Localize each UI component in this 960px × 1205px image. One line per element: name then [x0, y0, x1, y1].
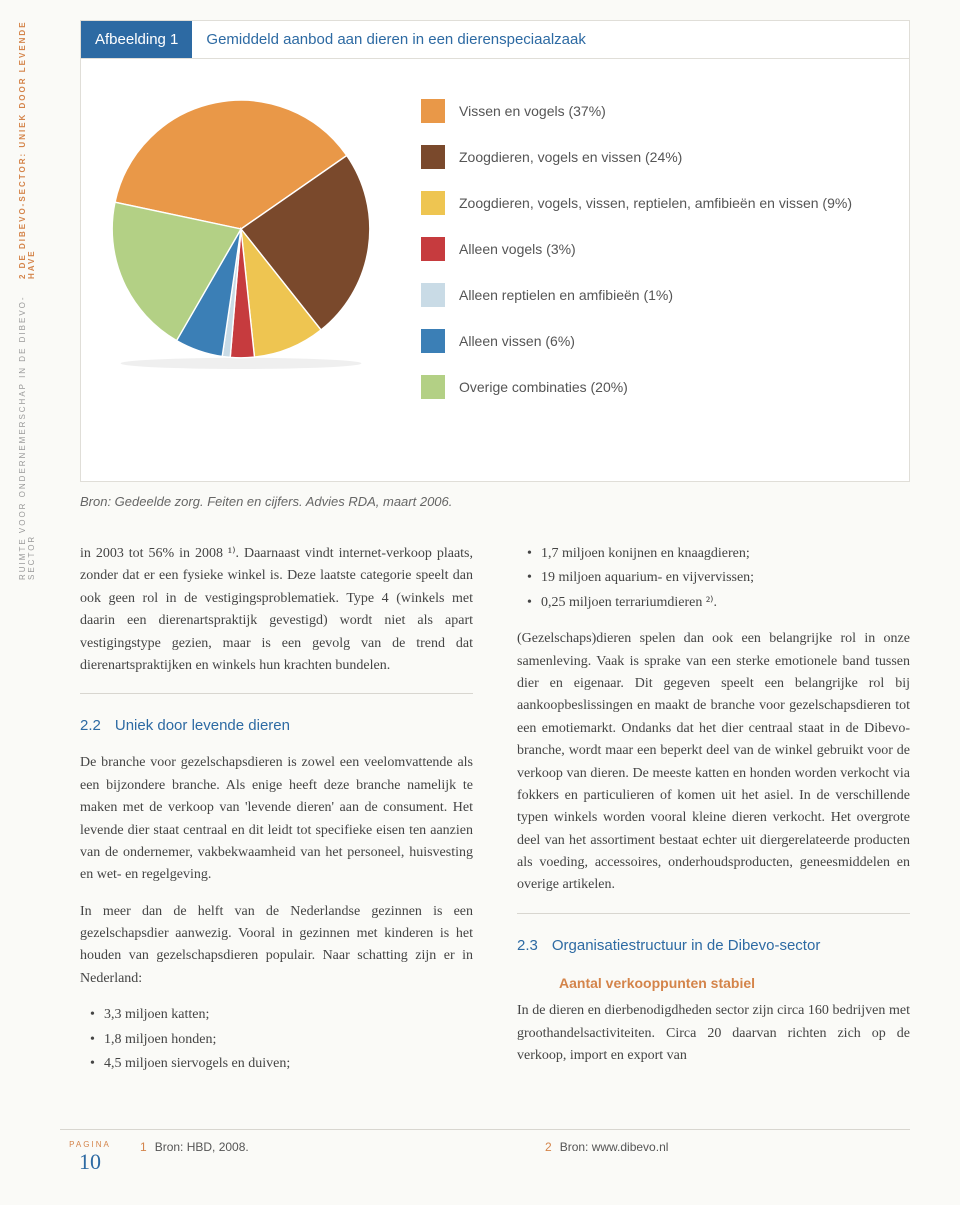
- paragraph: In de dieren en dierbenodigdheden sector…: [517, 1000, 910, 1067]
- legend-swatch: [421, 283, 445, 307]
- legend-label: Alleen vogels (3%): [459, 241, 576, 257]
- legend-swatch: [421, 237, 445, 261]
- list-item: 0,25 miljoen terrariumdieren ²⁾.: [541, 592, 910, 614]
- left-column: in 2003 tot 56% in 2008 ¹⁾. Daarnaast vi…: [80, 543, 473, 1089]
- legend-label: Zoogdieren, vogels, vissen, reptielen, a…: [459, 195, 852, 211]
- legend-swatch: [421, 329, 445, 353]
- list-item: 19 miljoen aquarium- en vijvervissen;: [541, 567, 910, 589]
- footnote-2: 2Bron: www.dibevo.nl: [545, 1140, 910, 1175]
- legend-item: Zoogdieren, vogels en vissen (24%): [421, 145, 889, 169]
- paragraph: In meer dan de helft van de Nederlandse …: [80, 901, 473, 991]
- page-number-block: PAGINA 10: [60, 1140, 120, 1175]
- legend-label: Alleen reptielen en amfibieën (1%): [459, 287, 673, 303]
- legend-label: Vissen en vogels (37%): [459, 103, 606, 119]
- section-heading-2-2: 2.2Uniek door levende dieren: [80, 714, 473, 738]
- list-item: 3,3 miljoen katten;: [104, 1004, 473, 1026]
- figure-header: Afbeelding 1 Gemiddeld aanbod aan dieren…: [81, 21, 909, 59]
- pie-chart: [101, 89, 381, 369]
- legend-item: Zoogdieren, vogels, vissen, reptielen, a…: [421, 191, 889, 215]
- legend-label: Zoogdieren, vogels en vissen (24%): [459, 149, 682, 165]
- figure-title: Gemiddeld aanbod aan dieren in een diere…: [192, 21, 599, 58]
- legend-item: Alleen reptielen en amfibieën (1%): [421, 283, 889, 307]
- page-footer: PAGINA 10 1Bron: HBD, 2008. 2Bron: www.d…: [60, 1129, 910, 1175]
- legend-swatch: [421, 145, 445, 169]
- legend-item: Overige combinaties (20%): [421, 375, 889, 399]
- paragraph: (Gezelschaps)dieren spelen dan ook een b…: [517, 628, 910, 897]
- subheading: Aantal verkooppunten stabiel: [559, 972, 910, 994]
- footnotes: 1Bron: HBD, 2008. 2Bron: www.dibevo.nl: [120, 1140, 910, 1175]
- footnote-1: 1Bron: HBD, 2008.: [140, 1140, 505, 1175]
- figure-source: Bron: Gedeelde zorg. Feiten en cijfers. …: [80, 494, 910, 509]
- legend-label: Alleen vissen (6%): [459, 333, 575, 349]
- legend-swatch: [421, 191, 445, 215]
- divider: [80, 693, 473, 694]
- list-item: 1,7 miljoen konijnen en knaagdieren;: [541, 543, 910, 565]
- legend-item: Alleen vogels (3%): [421, 237, 889, 261]
- sidebar-vertical-text: RUIMTE VOOR ONDERNEMERSCHAP IN DE DIBEVO…: [12, 20, 42, 580]
- stats-list-right: 1,7 miljoen konijnen en knaagdieren;19 m…: [517, 543, 910, 614]
- legend-swatch: [421, 375, 445, 399]
- legend-label: Overige combinaties (20%): [459, 379, 628, 395]
- paragraph: De branche voor gezelschapsdieren is zow…: [80, 752, 473, 886]
- list-item: 1,8 miljoen honden;: [104, 1029, 473, 1051]
- legend-item: Alleen vissen (6%): [421, 329, 889, 353]
- figure-container: Afbeelding 1 Gemiddeld aanbod aan dieren…: [80, 20, 910, 482]
- list-item: 4,5 miljoen siervogels en duiven;: [104, 1053, 473, 1075]
- legend-swatch: [421, 99, 445, 123]
- chart-legend: Vissen en vogels (37%) Zoogdieren, vogels…: [421, 89, 889, 421]
- divider: [517, 913, 910, 914]
- section-heading-2-3: 2.3Organisatiestructuur in de Dibevo-sec…: [517, 934, 910, 958]
- stats-list-left: 3,3 miljoen katten; 1,8 miljoen honden;4,…: [80, 1004, 473, 1075]
- paragraph: in 2003 tot 56% in 2008 ¹⁾. Daarnaast vi…: [80, 543, 473, 677]
- body-columns: in 2003 tot 56% in 2008 ¹⁾. Daarnaast vi…: [80, 543, 910, 1089]
- right-column: 1,7 miljoen konijnen en knaagdieren;19 m…: [517, 543, 910, 1089]
- figure-label: Afbeelding 1: [81, 21, 192, 58]
- legend-item: Vissen en vogels (37%): [421, 99, 889, 123]
